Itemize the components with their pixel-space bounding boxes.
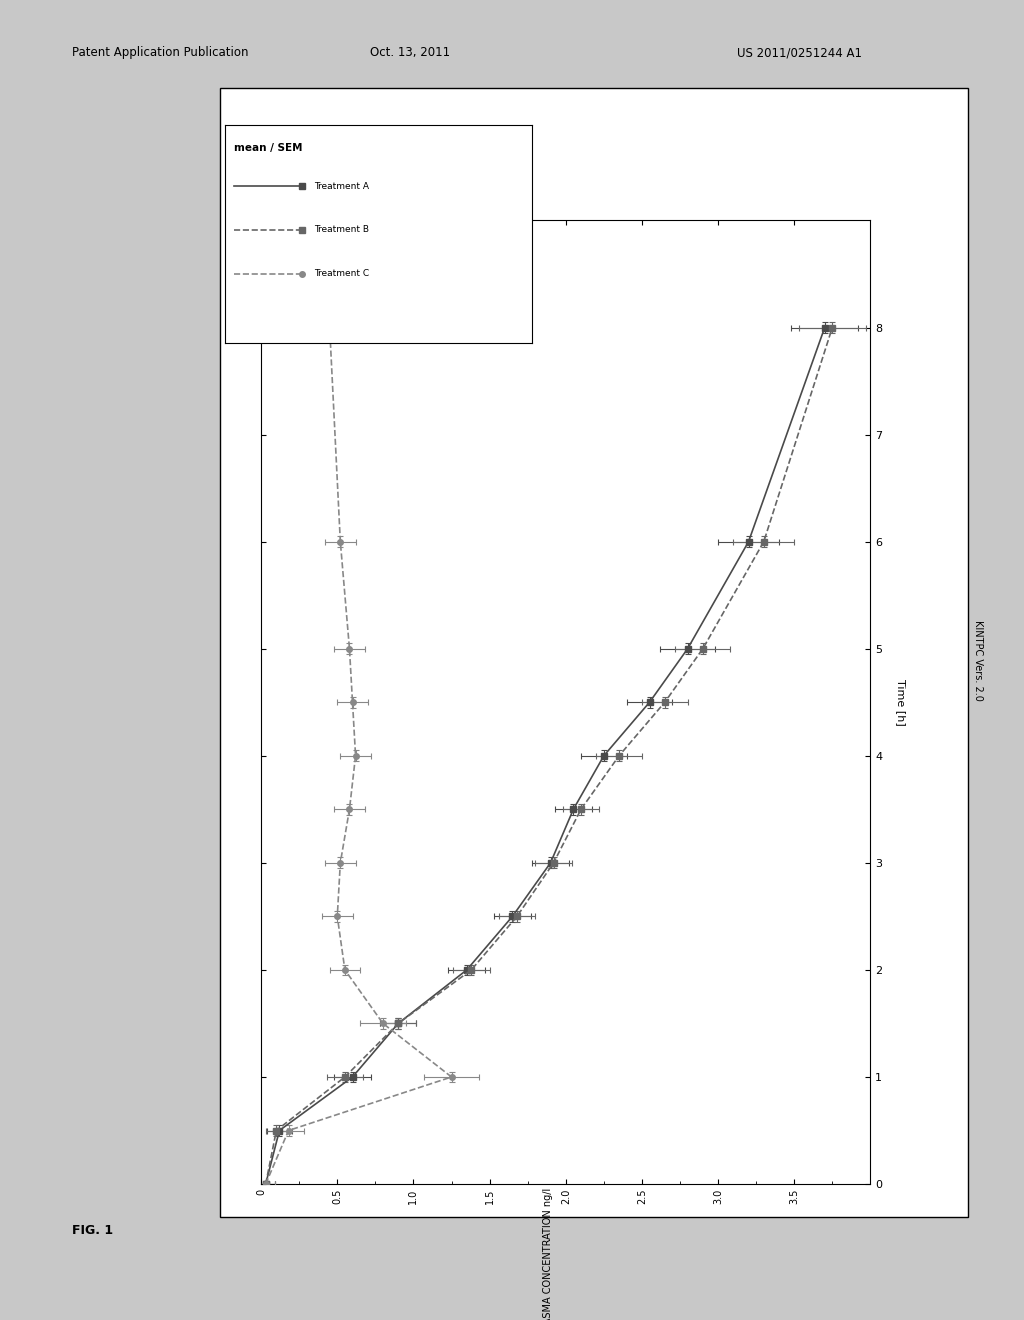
Text: PLASMA CONCENTRATION ng/l: PLASMA CONCENTRATION ng/l <box>543 1188 553 1320</box>
Text: Treatment B: Treatment B <box>314 226 370 235</box>
Text: Treatment A: Treatment A <box>314 182 370 191</box>
Text: Treatment C: Treatment C <box>314 269 370 279</box>
Text: US 2011/0251244 A1: US 2011/0251244 A1 <box>737 46 862 59</box>
Y-axis label: Time [h]: Time [h] <box>896 678 906 726</box>
Text: KINTPC Vers. 2.0: KINTPC Vers. 2.0 <box>973 619 983 701</box>
Text: Patent Application Publication: Patent Application Publication <box>72 46 248 59</box>
Text: mean / SEM: mean / SEM <box>234 143 303 153</box>
Text: Oct. 13, 2011: Oct. 13, 2011 <box>370 46 450 59</box>
Text: FIG. 1: FIG. 1 <box>72 1224 113 1237</box>
